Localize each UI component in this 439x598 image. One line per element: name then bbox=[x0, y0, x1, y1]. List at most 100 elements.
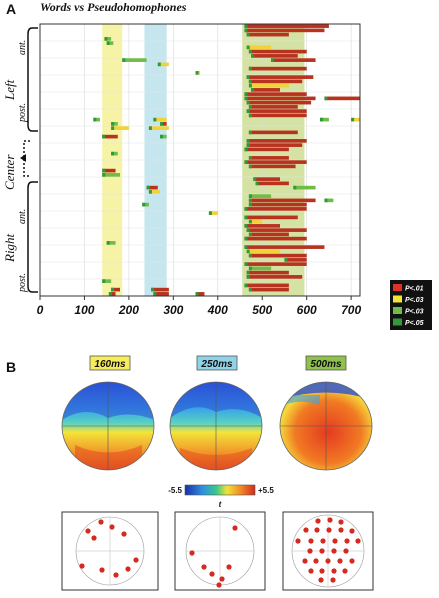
significance-segment-onset-9 bbox=[271, 58, 275, 62]
significance-segment-onset-69 bbox=[246, 270, 250, 275]
significance-segment-69 bbox=[246, 270, 289, 275]
significance-segment-onset-63 bbox=[244, 245, 248, 249]
significance-segment-73 bbox=[111, 287, 120, 292]
significance-segment-22 bbox=[246, 109, 307, 113]
plot-frame-border bbox=[39, 23, 361, 297]
legend-label-2: P<.03 bbox=[405, 309, 424, 316]
significance-segment-0 bbox=[244, 24, 329, 28]
significance-segment-63 bbox=[244, 245, 325, 249]
significance-segment-onset-31 bbox=[148, 126, 152, 130]
significance-segment-38 bbox=[111, 151, 118, 156]
significance-segment-1 bbox=[244, 28, 325, 33]
significance-segment-41 bbox=[248, 164, 296, 169]
significance-segment-29 bbox=[160, 122, 167, 126]
significance-segment-9 bbox=[271, 58, 316, 62]
significance-segment-30 bbox=[111, 126, 129, 130]
significance-segment-onset-14 bbox=[248, 79, 252, 84]
significance-segment-14 bbox=[248, 79, 303, 84]
significance-segment-onset-50 bbox=[248, 198, 252, 203]
significance-segment-36 bbox=[246, 143, 303, 147]
significance-segment-onset-10 bbox=[157, 62, 161, 67]
significance-segment-onset-41 bbox=[248, 164, 252, 169]
significance-segment-66 bbox=[284, 258, 307, 262]
panel-a-letter: A bbox=[6, 1, 16, 17]
significance-segment-onset-2 bbox=[246, 32, 250, 37]
significance-segment-28 bbox=[111, 122, 118, 126]
x-tick-label-3: 300 bbox=[163, 303, 183, 317]
x-tick-label-7: 700 bbox=[341, 303, 361, 317]
significance-segment-onset-11 bbox=[248, 66, 252, 71]
significance-segment-onset-46 bbox=[146, 185, 150, 190]
legend-swatch-2 bbox=[393, 307, 402, 314]
significance-segment-onset-47 bbox=[293, 185, 297, 190]
significance-segment-47 bbox=[293, 185, 316, 190]
colorbar-min: -5.5 bbox=[168, 486, 182, 495]
significance-segment-7 bbox=[251, 54, 298, 58]
significance-segment-onset-75 bbox=[248, 287, 252, 292]
electrode-plot-160 bbox=[61, 511, 159, 591]
significance-segment-onset-27 bbox=[351, 117, 355, 122]
topomap-label-250: 250ms bbox=[200, 359, 233, 370]
significance-segment-onset-70 bbox=[246, 275, 250, 279]
significance-segment-10 bbox=[157, 62, 169, 67]
significance-segment-67 bbox=[244, 262, 307, 266]
significance-segment-15 bbox=[248, 83, 289, 88]
significance-segment-onset-45 bbox=[255, 181, 259, 186]
significance-segment-onset-17 bbox=[244, 92, 248, 96]
significance-segment-onset-12 bbox=[195, 71, 199, 75]
significance-segment-6 bbox=[248, 49, 307, 54]
significance-segment-onset-43 bbox=[102, 173, 106, 177]
significance-segment-onset-72 bbox=[244, 283, 248, 288]
significance-segment-onset-64 bbox=[246, 249, 250, 254]
topomap-label-500: 500ms bbox=[310, 359, 342, 370]
left-bracket bbox=[27, 27, 38, 132]
x-tick-label-5: 500 bbox=[252, 303, 272, 317]
center-bracket bbox=[23, 140, 30, 177]
significance-segment-onset-26 bbox=[320, 117, 323, 122]
x-tick-label-2: 200 bbox=[118, 303, 139, 317]
electrode-plot-500 bbox=[282, 511, 374, 591]
x-tick-label-1: 100 bbox=[74, 303, 94, 317]
significance-segment-onset-74 bbox=[151, 287, 155, 292]
significance-segment-16 bbox=[251, 88, 280, 92]
significance-segment-onset-30 bbox=[111, 126, 115, 130]
significance-segment-13 bbox=[246, 75, 314, 79]
group-brackets bbox=[20, 27, 38, 293]
topomap-labels: 160ms 250ms 500ms bbox=[89, 355, 347, 371]
significance-segment-onset-48 bbox=[148, 190, 152, 194]
significance-segment-24 bbox=[93, 117, 100, 122]
significance-segment-33 bbox=[102, 134, 118, 139]
significance-segment-onset-28 bbox=[111, 122, 115, 126]
significance-segment-32 bbox=[248, 130, 298, 135]
significance-segment-onset-34 bbox=[160, 134, 163, 139]
significance-segment-21 bbox=[248, 105, 298, 109]
significance-segment-60 bbox=[248, 232, 289, 237]
significance-segment-72 bbox=[244, 283, 289, 288]
significance-segment-onset-4 bbox=[106, 41, 110, 45]
significance-segment-onset-7 bbox=[251, 54, 255, 58]
significance-segments bbox=[93, 24, 360, 296]
right-bracket bbox=[27, 181, 38, 293]
significance-segment-46 bbox=[146, 185, 158, 190]
significance-segment-5 bbox=[246, 45, 272, 50]
colorbar-unit: t bbox=[219, 500, 222, 509]
significance-segment-49 bbox=[248, 194, 272, 198]
topomap-500 bbox=[279, 381, 373, 471]
significance-segment-65 bbox=[248, 253, 307, 258]
significance-segment-68 bbox=[248, 266, 272, 271]
significance-segment-45 bbox=[255, 181, 289, 186]
group-label-center: Center bbox=[2, 154, 17, 190]
significance-segment-onset-18 bbox=[244, 96, 248, 101]
electrode-plot-250 bbox=[174, 511, 266, 591]
significance-segment-70 bbox=[246, 275, 303, 279]
heatmap-plot bbox=[39, 23, 361, 297]
significance-segment-53 bbox=[248, 202, 307, 207]
legend-label-3: P<.05 bbox=[405, 320, 424, 327]
significance-segment-onset-76 bbox=[108, 292, 112, 296]
significance-segment-onset-44 bbox=[253, 177, 257, 181]
significance-segment-onset-58 bbox=[244, 224, 248, 228]
significance-segment-onset-52 bbox=[142, 202, 146, 207]
significance-segment-onset-33 bbox=[102, 134, 106, 139]
significance-segment-71 bbox=[102, 279, 112, 283]
